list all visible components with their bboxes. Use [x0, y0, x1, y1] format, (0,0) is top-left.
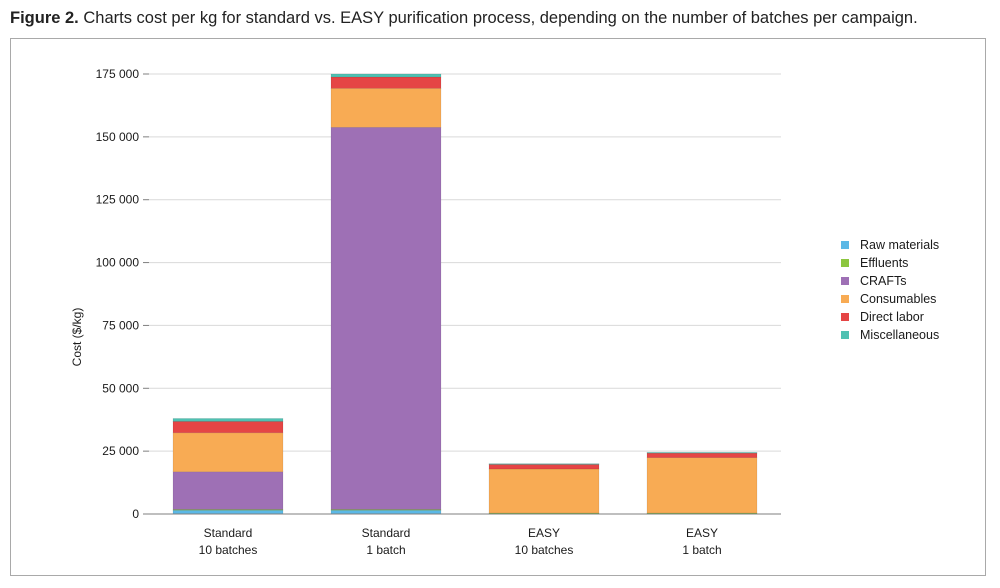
- y-tick-label: 75 000: [102, 318, 139, 332]
- legend-swatch: [841, 259, 849, 267]
- y-tick-label: 25 000: [102, 444, 139, 458]
- legend-swatch: [841, 241, 849, 249]
- legend-swatch: [841, 313, 849, 321]
- x-tick-label: EASY: [686, 526, 718, 540]
- bar-segment-direct-labor: [330, 76, 442, 89]
- bar-segment-consumables: [488, 468, 600, 514]
- x-tick-label: Standard: [362, 526, 411, 540]
- bar-segment-crafts: [330, 127, 442, 510]
- gridlines: [149, 73, 781, 452]
- figure-caption: Figure 2. Charts cost per kg for standar…: [10, 6, 995, 30]
- legend-label: Raw materials: [860, 238, 939, 252]
- bar-segment-crafts: [172, 471, 284, 510]
- legend-swatch: [841, 277, 849, 285]
- legend-label: Consumables: [860, 292, 936, 306]
- y-tick-label: 100 000: [96, 256, 140, 270]
- bar-segment-miscellaneous: [330, 73, 442, 78]
- axes: [143, 73, 781, 515]
- y-tick-label: 175 000: [96, 67, 140, 81]
- legend-label: CRAFTs: [860, 274, 907, 288]
- x-tick-label: EASY: [528, 526, 560, 540]
- bar-segment-miscellaneous: [172, 418, 284, 422]
- x-tick-label: 1 batch: [366, 543, 405, 557]
- bar-segment-direct-labor: [172, 421, 284, 434]
- y-tick-label: 150 000: [96, 130, 140, 144]
- bar-segment-consumables: [646, 457, 758, 514]
- bar-segment-miscellaneous: [488, 463, 600, 465]
- legend-swatch: [841, 295, 849, 303]
- bar-segment-miscellaneous: [646, 452, 758, 454]
- bars: [172, 73, 758, 515]
- y-tick-label: 0: [132, 507, 139, 521]
- legend-swatch: [841, 331, 849, 339]
- y-tick-label: 125 000: [96, 193, 140, 207]
- legend-label: Direct labor: [860, 310, 924, 324]
- y-tick-label: 50 000: [102, 381, 139, 395]
- figure-label: Figure 2.: [10, 9, 79, 27]
- legend: Raw materials Effluents CRAFTs Consumables D…: [841, 238, 939, 342]
- bar-segment-consumables: [172, 432, 284, 473]
- bar-segment-raw-materials: [172, 509, 284, 515]
- x-tick-label: Standard: [204, 526, 253, 540]
- y-axis-label: Cost ($/kg): [70, 308, 84, 367]
- x-tick-label: 1 batch: [682, 543, 721, 557]
- legend-label: Effluents: [860, 256, 908, 270]
- x-tick-label: 10 batches: [199, 543, 258, 557]
- chart-frame: 0 25 000 50 000 75 000 100 000 125 000 150 000…: [10, 38, 986, 576]
- figure-caption-text: Charts cost per kg for standard vs. EASY…: [83, 9, 918, 27]
- legend-label: Miscellaneous: [860, 328, 939, 342]
- x-tick-labels: Standard 10 batches Standard 1 batch EASY 10 …: [199, 526, 722, 557]
- y-tick-labels: 0 25 000 50 000 75 000 100 000 125 000 150 000…: [96, 67, 140, 521]
- x-tick-label: 10 batches: [515, 543, 574, 557]
- bar-segment-consumables: [330, 88, 442, 128]
- stacked-bar-chart: 0 25 000 50 000 75 000 100 000 125 000 150 000…: [70, 67, 939, 557]
- bar-segment-raw-materials: [330, 509, 442, 515]
